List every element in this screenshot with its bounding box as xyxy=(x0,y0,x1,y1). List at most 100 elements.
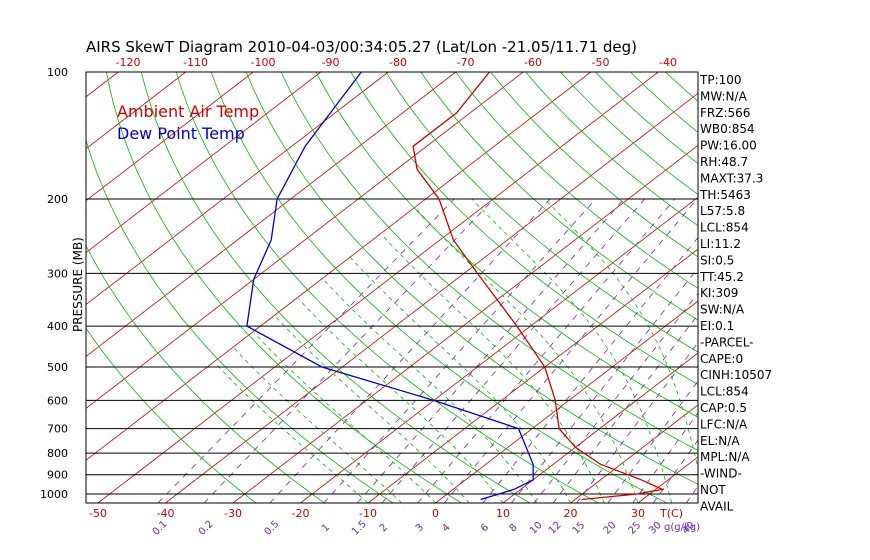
top-temp-tick-label: -110 xyxy=(183,56,208,69)
dry-adiabat-line xyxy=(105,72,462,503)
top-temp-tick-label: -90 xyxy=(322,56,340,69)
stats-panel: TP:100 MW:N/A FRZ:566 WB0:854 PW:16.00 RH:48.… xyxy=(699,73,772,513)
bottom-temp-tick-label: 0 xyxy=(432,507,439,520)
profile-lines xyxy=(246,72,665,501)
isotherm-line xyxy=(165,92,698,503)
isotherm-line xyxy=(86,72,119,98)
isotherm-line xyxy=(86,72,591,461)
mixing-ratio-tick-label: 15 xyxy=(571,520,588,537)
moist-adiabat-line xyxy=(350,257,571,503)
dry-adiabat-line xyxy=(350,72,698,385)
dry-adiabat-line xyxy=(490,72,698,258)
isotherm-line xyxy=(570,404,698,503)
stat-item: L57:5.8 xyxy=(700,204,745,218)
stat-item: EL:N/A xyxy=(700,434,740,448)
mixing-ratio-tick-label: 8 xyxy=(507,522,519,534)
stat-item: MPL:N/A xyxy=(700,450,750,464)
pressure-tick-label: 400 xyxy=(47,320,68,333)
chart-title: AIRS SkewT Diagram 2010-04-03/00:34:05.2… xyxy=(86,38,637,56)
moist-adiabat-line xyxy=(382,236,605,503)
mixing-ratio-tick-label: 12 xyxy=(547,520,564,537)
bottom-temp-tick-label: -30 xyxy=(224,507,242,520)
top-temp-tick-label: -70 xyxy=(457,56,475,69)
mixing-ratio-tick-label: 20 xyxy=(602,520,619,537)
bottom-temp-tick-label: -50 xyxy=(89,507,107,520)
mixing-ratio-line xyxy=(552,314,698,503)
dry-adiabat-line xyxy=(86,138,394,503)
dry-adiabat-line xyxy=(420,72,698,321)
stat-item: FRZ:566 xyxy=(700,106,750,120)
isotherm-line xyxy=(367,248,698,503)
moist-adiabat-line xyxy=(471,198,673,503)
top-temp-tick-label: -100 xyxy=(251,56,276,69)
isotherm-line xyxy=(637,456,698,503)
pressure-tick-label: 500 xyxy=(47,361,68,374)
top-temp-tick-label: -50 xyxy=(592,56,610,69)
series-air-temp-line xyxy=(412,72,665,501)
stat-item: TH:5463 xyxy=(699,188,751,202)
mixing-ratio-line xyxy=(511,267,698,503)
mixing-ratio-line xyxy=(533,292,698,503)
stat-item: KI:309 xyxy=(700,286,738,300)
top-temp-tick-label: -80 xyxy=(389,56,407,69)
isotherm-line xyxy=(86,72,186,150)
dry-adiabat-line xyxy=(385,72,698,353)
bottom-temp-tick-label: -40 xyxy=(157,507,175,520)
isotherm-line xyxy=(86,72,321,254)
top-temp-tick-label: -40 xyxy=(659,56,677,69)
pressure-tick-label: 600 xyxy=(47,394,68,407)
pressure-tick-label: 800 xyxy=(47,447,68,460)
bottom-temp-tick-label: 10 xyxy=(496,507,510,520)
stat-item: -WIND- xyxy=(700,467,742,481)
bottom-temp-tick-label: -20 xyxy=(292,507,310,520)
plot-frame xyxy=(85,71,699,504)
moist-adiabat-line xyxy=(215,363,369,503)
grid-lines xyxy=(86,72,870,503)
stat-item: LI:11.2 xyxy=(700,237,741,251)
moist-adiabat-line xyxy=(323,279,538,503)
moist-adiabat-line xyxy=(415,207,639,503)
y-axis-label: PRESSURE (MB) xyxy=(71,237,85,332)
stat-item: LCL:854 xyxy=(700,221,749,235)
dry-adiabat-line xyxy=(140,72,531,503)
mixing-ratio-line xyxy=(356,198,625,503)
mixing-ratio-line xyxy=(576,342,698,503)
dry-adiabat-line xyxy=(770,72,870,503)
bottom-temp-tick-label: -10 xyxy=(359,507,377,520)
stat-item: MAXT:37.3 xyxy=(700,171,763,185)
dry-adiabat-line xyxy=(245,72,698,485)
isotherm-line xyxy=(232,144,698,503)
stat-item: MW:N/A xyxy=(700,89,748,103)
moist-adiabat-line xyxy=(233,347,403,503)
legend-air-temp: Ambient Air Temp xyxy=(117,102,259,121)
mixing-ratio-tick-label: 4 xyxy=(440,522,452,534)
mixing-ratio-ticks: 0.1 0.2 0.5 1 1.5 2 3 4 6 8 10 12 15 20 25 30 40 xyxy=(151,519,697,538)
stat-item: CINH:10507 xyxy=(700,368,772,382)
mixing-ratio-tick-label: 10 xyxy=(528,520,545,537)
pressure-tick-label: 200 xyxy=(47,193,68,206)
pressure-tick-label: 1000 xyxy=(40,488,68,501)
stat-item: NOT xyxy=(700,483,726,497)
bottom-temp-tick-label: 30 xyxy=(631,507,645,520)
moist-adiabat-line xyxy=(298,298,504,503)
legend-dew-point: Dew Point Temp xyxy=(117,124,245,143)
top-temperature-ticks: -120 -110 -100 -90 -80 -70 -60 -50 -40 xyxy=(116,56,677,69)
mixing-ratio-tick-label: 1.5 xyxy=(350,519,369,538)
mixing-ratio-tick-label: 30 xyxy=(647,520,664,537)
mixing-ratio-line xyxy=(381,198,645,503)
isotherm-line xyxy=(86,72,254,202)
top-temp-tick-label: -120 xyxy=(116,56,141,69)
series-dew-point-line xyxy=(246,72,534,501)
isotherm-line xyxy=(86,72,389,306)
dry-adiabat-line xyxy=(735,72,870,503)
isobar-lines xyxy=(86,198,698,495)
mixing-ratio-tick-label: 0.1 xyxy=(151,519,170,538)
dry-adiabat-line xyxy=(280,72,698,451)
dry-adiabat-line xyxy=(210,72,667,503)
stat-item: TT:45.2 xyxy=(699,270,744,284)
dry-adiabat-line xyxy=(840,72,870,503)
mixing-ratio-tick-label: 0.5 xyxy=(263,519,282,538)
moist-adiabat-line xyxy=(275,316,470,503)
dry-adiabat-line xyxy=(630,72,698,133)
